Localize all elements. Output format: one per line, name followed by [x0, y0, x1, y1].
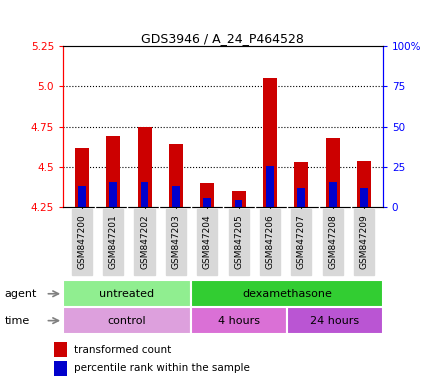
- Text: untreated: untreated: [99, 289, 154, 299]
- Text: control: control: [108, 316, 146, 326]
- Text: dexamethasone: dexamethasone: [241, 289, 331, 299]
- Bar: [54, 342, 67, 357]
- Text: 4 hours: 4 hours: [217, 316, 260, 326]
- Bar: [54, 361, 67, 376]
- Bar: [297, 188, 305, 207]
- Bar: [328, 182, 336, 207]
- Bar: [325, 138, 339, 207]
- Bar: [78, 185, 85, 207]
- Bar: [262, 78, 276, 207]
- Bar: [106, 136, 120, 207]
- Text: percentile rank within the sample: percentile rank within the sample: [73, 363, 249, 373]
- Text: 24 hours: 24 hours: [309, 316, 358, 326]
- Bar: [266, 166, 273, 207]
- Text: time: time: [4, 316, 30, 326]
- Bar: [109, 182, 117, 207]
- Bar: [286, 307, 382, 334]
- Text: agent: agent: [4, 289, 36, 299]
- Bar: [63, 307, 191, 334]
- Bar: [191, 307, 286, 334]
- Bar: [293, 162, 308, 207]
- Bar: [203, 199, 210, 207]
- Bar: [168, 144, 183, 207]
- Bar: [171, 185, 179, 207]
- Bar: [200, 183, 214, 207]
- Bar: [191, 280, 382, 307]
- Bar: [63, 280, 191, 307]
- Title: GDS3946 / A_24_P464528: GDS3946 / A_24_P464528: [141, 32, 304, 45]
- Text: transformed count: transformed count: [73, 345, 171, 355]
- Bar: [234, 200, 242, 207]
- Bar: [231, 191, 245, 207]
- Bar: [137, 127, 151, 207]
- Bar: [359, 188, 367, 207]
- Bar: [75, 148, 89, 207]
- Bar: [356, 161, 370, 207]
- Bar: [140, 182, 148, 207]
